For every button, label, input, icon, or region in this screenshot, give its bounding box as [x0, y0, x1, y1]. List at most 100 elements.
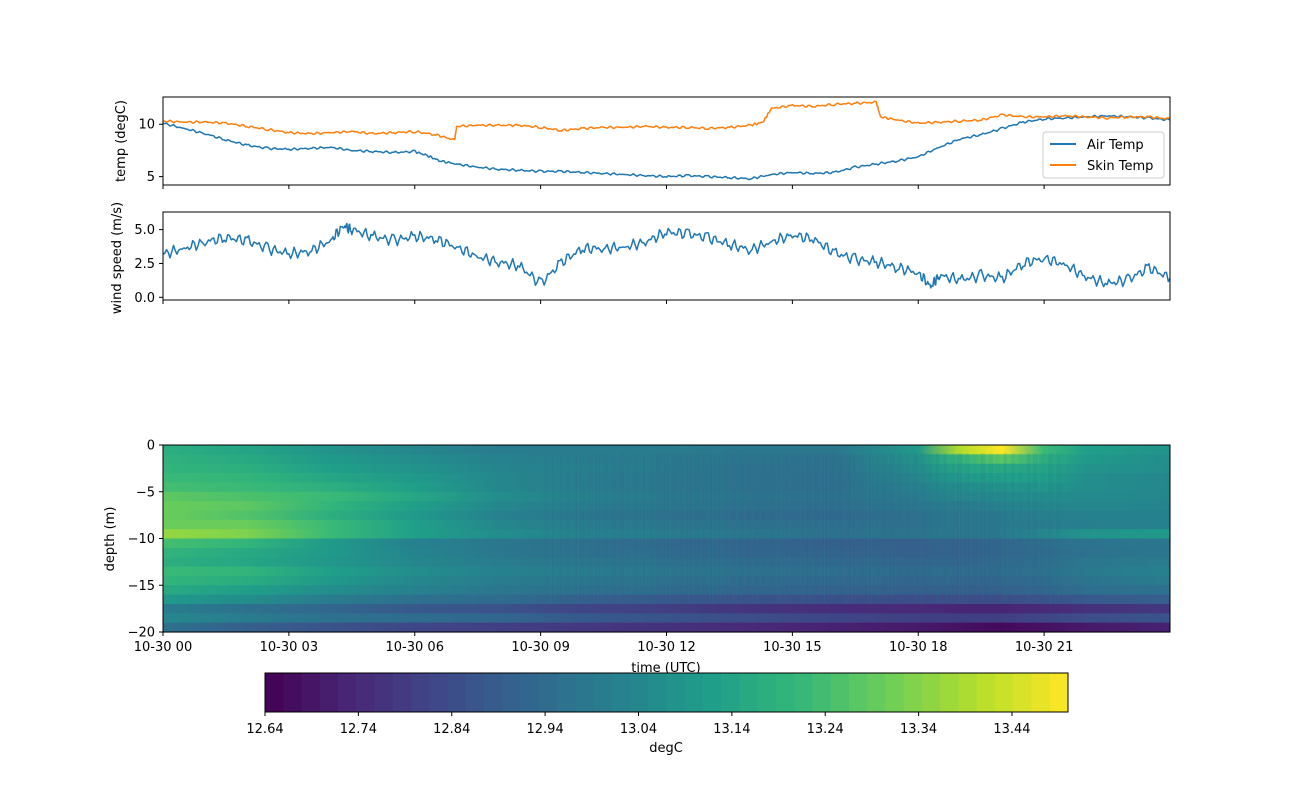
heatmap-streak	[786, 453, 788, 603]
heatmap-streak	[855, 453, 857, 603]
colorbar-cell	[1013, 673, 1032, 712]
heatmap-streak	[816, 453, 818, 603]
heatmap-streak	[779, 453, 781, 603]
heatmap-streak	[679, 453, 681, 603]
heatmap-streak	[825, 453, 827, 603]
heatmap-streak	[806, 453, 809, 603]
heatmap-streak	[991, 453, 993, 603]
heatmap-streak	[1011, 453, 1013, 603]
heatmap-streak	[544, 453, 546, 603]
y-tick-label: −5	[136, 485, 155, 500]
colorbar-tick-label: 13.44	[993, 722, 1030, 737]
heatmap-streak	[732, 453, 734, 603]
heatmap-streak	[1029, 453, 1031, 603]
heatmap-streak	[588, 453, 590, 603]
colorbar-tick-label: 12.74	[340, 722, 377, 737]
heatmap-streak	[921, 453, 923, 603]
heatmap-streak	[575, 453, 577, 603]
heatmap-streak	[725, 453, 727, 603]
heatmap-streak	[719, 453, 721, 603]
heatmap-streak	[762, 453, 764, 603]
heatmap-depth-row	[163, 622, 1170, 633]
heatmap-streak	[960, 453, 962, 603]
heatmap-y-ticks: 0 −5 −10 −15 −20	[128, 439, 163, 641]
heatmap-streak	[765, 453, 767, 603]
heatmap-streak	[543, 453, 545, 603]
heatmap-streak	[688, 453, 690, 603]
heatmap-streak	[558, 453, 560, 603]
heatmap-streak	[657, 453, 659, 603]
heatmap-streak	[1004, 453, 1006, 603]
heatmap-streak	[982, 453, 984, 603]
heatmap-streak	[899, 453, 901, 603]
wind-axes-frame	[162, 211, 1171, 301]
heatmap-streak	[673, 453, 675, 603]
heatmap-streak	[860, 453, 862, 603]
heatmap-streak	[576, 453, 578, 603]
heatmap-streak	[974, 453, 976, 603]
heatmap-streak	[663, 453, 666, 603]
colorbar-tick-label: 12.64	[246, 722, 283, 737]
heatmap-streak	[778, 453, 780, 603]
y-tick-label: −15	[128, 579, 155, 594]
heatmap-streak	[946, 453, 948, 603]
heatmap-streak	[696, 453, 698, 603]
y-tick-label: 10	[138, 118, 155, 133]
colorbar-cell	[630, 673, 649, 712]
heatmap-panel: 0−5−10−15−20 10-30 00 10-30 03 10-30 06 10-…	[103, 439, 1171, 676]
heatmap-streak	[582, 453, 584, 603]
heatmap-streak	[957, 453, 959, 603]
colorbar-cell	[484, 673, 503, 712]
heatmap-streak	[644, 453, 646, 603]
heatmap-streak	[622, 453, 624, 603]
x-tick-label: 10-30 15	[763, 640, 821, 655]
colorbar-cell	[958, 673, 978, 712]
heatmap-streak	[795, 453, 797, 603]
heatmap-streak	[1040, 453, 1043, 603]
heatmap-streak	[996, 453, 998, 603]
colorbar-cell	[757, 673, 777, 712]
heatmap-streak	[727, 453, 729, 603]
heatmap-streak	[701, 453, 703, 603]
heatmap-streak	[1033, 453, 1035, 603]
heatmap-streak	[634, 453, 636, 603]
heatmap-streak	[1043, 453, 1045, 603]
heatmap-streak	[959, 453, 961, 603]
heatmap-streak	[981, 453, 983, 603]
heatmap-streak	[990, 453, 992, 603]
heatmap-streak	[913, 453, 915, 603]
heatmap-streak	[635, 453, 637, 603]
heatmap-streak	[687, 453, 689, 603]
heatmap-streak	[769, 453, 771, 603]
heatmap-streak	[938, 453, 940, 603]
heatmap-streak	[900, 453, 902, 603]
heatmap-streak	[628, 453, 630, 603]
heatmap-streak	[666, 453, 668, 603]
y-tick-label: −10	[128, 532, 155, 547]
heatmap-streak	[764, 453, 766, 603]
heatmap-x-ticks: 10-30 00 10-30 03 10-30 06 10-30 09 10-30 12…	[134, 632, 1073, 655]
heatmap-streak	[583, 453, 585, 603]
heatmap-depth-row	[163, 547, 1170, 558]
heatmap-streak	[838, 453, 840, 603]
heatmap-streak	[597, 453, 599, 603]
heatmap-streak	[845, 453, 848, 603]
heatmap-streak	[636, 453, 638, 603]
heatmap-streak	[710, 453, 712, 603]
heatmap-depth-row	[163, 473, 1170, 483]
heatmap-streak	[914, 453, 916, 603]
heatmap-depth-row	[163, 491, 1170, 502]
heatmap-streak	[726, 453, 728, 603]
heatmap-streak	[810, 453, 812, 603]
heatmap-streak	[1003, 453, 1005, 603]
heatmap-streak	[550, 453, 552, 603]
heatmap-streak	[999, 453, 1001, 603]
colorbar-cell	[903, 673, 923, 712]
heatmap-streak	[908, 453, 910, 603]
heatmap-streak	[965, 453, 967, 603]
colorbar-cell	[411, 673, 430, 712]
x-tick-label: 10-30 06	[386, 640, 444, 655]
series-line-wind-speed	[162, 222, 1171, 289]
heatmap-streak	[596, 453, 598, 603]
temperature-axes-frame	[162, 96, 1171, 186]
